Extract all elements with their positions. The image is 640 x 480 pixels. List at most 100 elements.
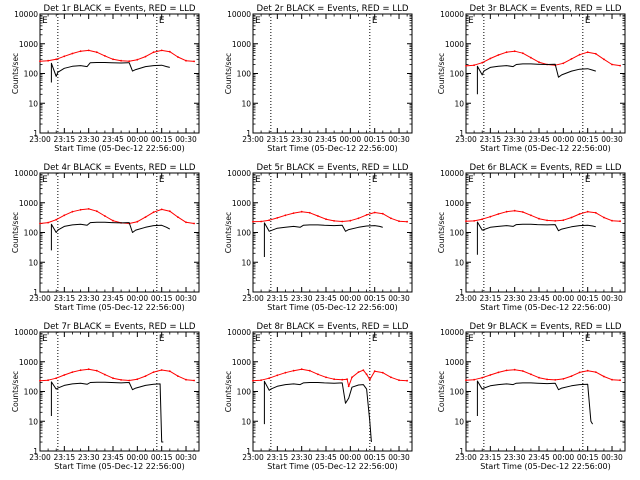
detector-panel-3: Det 3r BLACK = Events, RED = LLD 1 10 100 10… xyxy=(437,4,626,153)
y-tick-label: 10000 xyxy=(14,169,38,178)
lld-data-point xyxy=(268,219,271,222)
detector-panel-1: Det 1r BLACK = Events, RED = LLD 1 10 100 10… xyxy=(11,4,200,153)
x-tick-label: 00:00 xyxy=(127,453,149,462)
x-tick-label: 00:30 xyxy=(175,453,197,462)
lld-data-point xyxy=(39,222,41,225)
lld-data-point xyxy=(562,219,565,222)
lld-data-point xyxy=(554,220,557,222)
lld-data-point xyxy=(381,212,384,215)
y-tick-label: 10 xyxy=(241,258,251,267)
events-series-line xyxy=(476,380,594,425)
lld-data-point xyxy=(465,379,467,382)
y-tick-label: 100 xyxy=(450,70,465,79)
lld-data-point xyxy=(538,217,540,220)
y-tick-label: 1 xyxy=(33,447,38,456)
events-series-line xyxy=(476,221,596,255)
y-tick-label: 100 xyxy=(24,388,39,397)
x-tick-label: 23:30 xyxy=(78,135,100,144)
panel-title: Det 9r BLACK = Events, RED = LLD xyxy=(469,322,621,332)
marker-letter: E xyxy=(159,16,165,26)
panel-title: Det 4r BLACK = Events, RED = LLD xyxy=(43,163,195,173)
x-tick-label: 23:45 xyxy=(528,294,550,303)
x-tick-label: 00:00 xyxy=(127,135,149,144)
x-tick-label: 23:45 xyxy=(528,453,550,462)
lld-data-point xyxy=(373,370,376,373)
lld-data-point xyxy=(292,212,295,215)
lld-data-point xyxy=(505,210,508,213)
lld-data-point xyxy=(586,369,589,372)
y-tick-label: 1000 xyxy=(232,199,251,208)
lld-data-point xyxy=(341,378,344,381)
y-tick-label: 100 xyxy=(24,229,39,238)
detector-panel-7: Det 7r BLACK = Events, RED = LLD 1 10 100 10… xyxy=(11,322,200,471)
y-tick-label: 10000 xyxy=(440,10,464,19)
lld-data-point xyxy=(362,369,365,372)
lld-data-point xyxy=(268,377,271,380)
x-tick-label: 23:15 xyxy=(480,135,502,144)
y-tick-label: 10000 xyxy=(440,169,464,178)
x-tick-label: 00:30 xyxy=(601,453,623,462)
lld-data-point xyxy=(481,218,484,221)
panels-group: Det 1r BLACK = Events, RED = LLD11010010… xyxy=(11,4,626,471)
lld-data-point xyxy=(104,215,106,217)
lld-data-point xyxy=(481,376,484,379)
lld-data-point xyxy=(120,59,122,62)
lld-data-point xyxy=(193,222,196,225)
lld-data-point xyxy=(586,51,589,54)
lld-data-point xyxy=(530,373,532,376)
x-tick-label: 00:15 xyxy=(364,453,386,462)
x-tick-label: 23:15 xyxy=(267,135,289,144)
lld-data-point xyxy=(603,58,605,61)
lld-data-point xyxy=(112,58,114,61)
lld-data-point xyxy=(128,379,131,382)
x-axis-label: Start Time (05-Dec-12 22:56:00) xyxy=(480,144,611,153)
lld-data-point xyxy=(152,371,155,373)
lld-data-point xyxy=(104,55,106,57)
lld-data-point xyxy=(578,53,581,56)
lld-data-point xyxy=(136,220,139,223)
x-tick-label: 23:00 xyxy=(242,294,264,303)
lld-data-point xyxy=(611,378,613,381)
x-axis-label: Start Time (05-Dec-12 22:56:00) xyxy=(54,462,185,471)
lld-data-point xyxy=(619,379,621,382)
marker-letter: E xyxy=(585,334,591,344)
x-tick-label: 00:30 xyxy=(601,135,623,144)
lld-data-point xyxy=(349,219,352,222)
lld-series-line xyxy=(39,208,195,224)
events-series-line xyxy=(263,380,372,443)
lld-data-point xyxy=(79,369,82,372)
lld-data-point xyxy=(390,376,392,379)
lld-data-point xyxy=(308,211,311,214)
x-tick-label: 00:15 xyxy=(364,294,386,303)
lld-data-point xyxy=(473,378,475,381)
lld-data-point xyxy=(325,218,327,221)
lld-data-point xyxy=(373,211,376,214)
y-tick-label: 1000 xyxy=(445,358,464,367)
y-tick-label: 10 xyxy=(241,417,251,426)
lld-data-point xyxy=(136,378,139,381)
lld-data-point xyxy=(168,370,171,373)
lld-data-point xyxy=(398,379,400,382)
x-tick-label: 23:00 xyxy=(29,135,51,144)
x-tick-label: 00:00 xyxy=(127,294,149,303)
lld-data-point xyxy=(611,219,613,222)
marker-letter: E xyxy=(255,175,261,185)
lld-data-point xyxy=(465,65,467,67)
panel-title: Det 2r BLACK = Events, RED = LLD xyxy=(256,4,408,14)
y-tick-label: 1 xyxy=(33,129,38,138)
lld-data-point xyxy=(619,220,621,223)
lld-data-point xyxy=(47,59,49,62)
lld-data-point xyxy=(603,375,605,378)
lld-data-point xyxy=(521,370,524,372)
y-tick-label: 10 xyxy=(241,99,251,108)
x-axis-label: Start Time (05-Dec-12 22:56:00) xyxy=(267,303,398,312)
lld-series-line xyxy=(39,368,195,382)
lld-data-point xyxy=(594,52,597,55)
lld-data-point xyxy=(260,220,262,223)
lld-data-point xyxy=(308,369,311,372)
lld-data-point xyxy=(144,375,147,377)
lld-data-point xyxy=(570,58,573,60)
x-axis-label: Start Time (05-Dec-12 22:56:00) xyxy=(267,144,398,153)
lld-data-point xyxy=(594,371,597,373)
lld-data-point xyxy=(513,209,516,212)
